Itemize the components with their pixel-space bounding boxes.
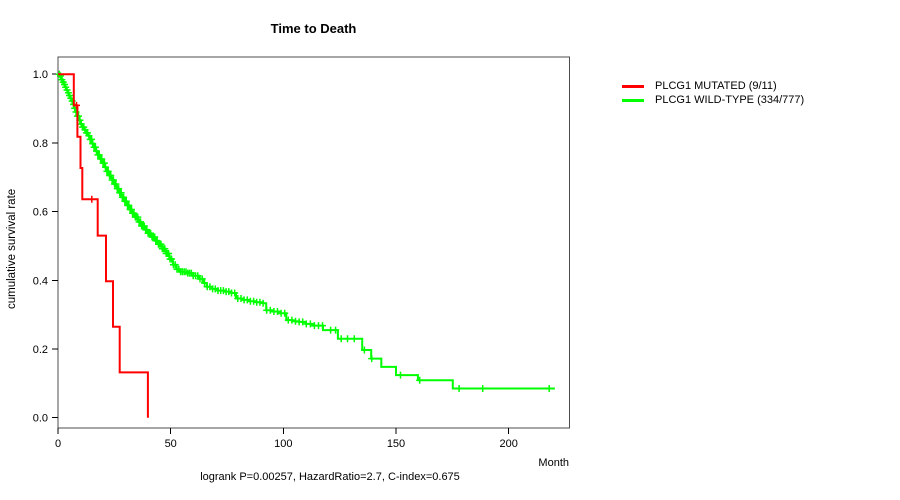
x-axis-title: Month [538,457,569,469]
x-tick-label: 50 [165,438,177,450]
legend-label-mutated: PLCG1 MUTATED (9/11) [655,80,777,92]
x-tick-label: 100 [274,438,292,450]
x-tick-label: 150 [387,438,405,450]
legend-label-wild-type: PLCG1 WILD-TYPE (334/777) [655,94,805,106]
y-tick-label: 0.2 [33,344,48,356]
chart-title: Time to Death [270,21,357,36]
y-tick-label: 0.6 [33,207,48,219]
legend-item-mutated: PLCG1 MUTATED (9/11) [622,79,804,93]
x-tick-label: 0 [55,438,61,450]
y-tick-label: 0.8 [33,138,48,150]
stats-footnote: logrank P=0.00257, HazardRatio=2.7, C-in… [200,471,460,483]
legend-item-wild-type: PLCG1 WILD-TYPE (334/777) [622,93,804,107]
plot-box [57,56,570,429]
km-curve-mutated [58,73,149,418]
km-curve-wild-type [58,73,555,390]
y-tick-label: 0.0 [33,413,48,425]
censor-marks-wild-type [55,70,553,392]
y-tick-label: 0.4 [33,275,48,287]
y-tick-label: 1.0 [33,69,48,81]
censor-marks-mutated [73,101,96,203]
legend-line-swatch-mutated [622,84,644,88]
legend: PLCG1 MUTATED (9/11) PLCG1 WILD-TYPE (33… [622,79,804,107]
legend-line-swatch-wild-type [622,98,644,102]
x-tick-label: 200 [500,438,518,450]
